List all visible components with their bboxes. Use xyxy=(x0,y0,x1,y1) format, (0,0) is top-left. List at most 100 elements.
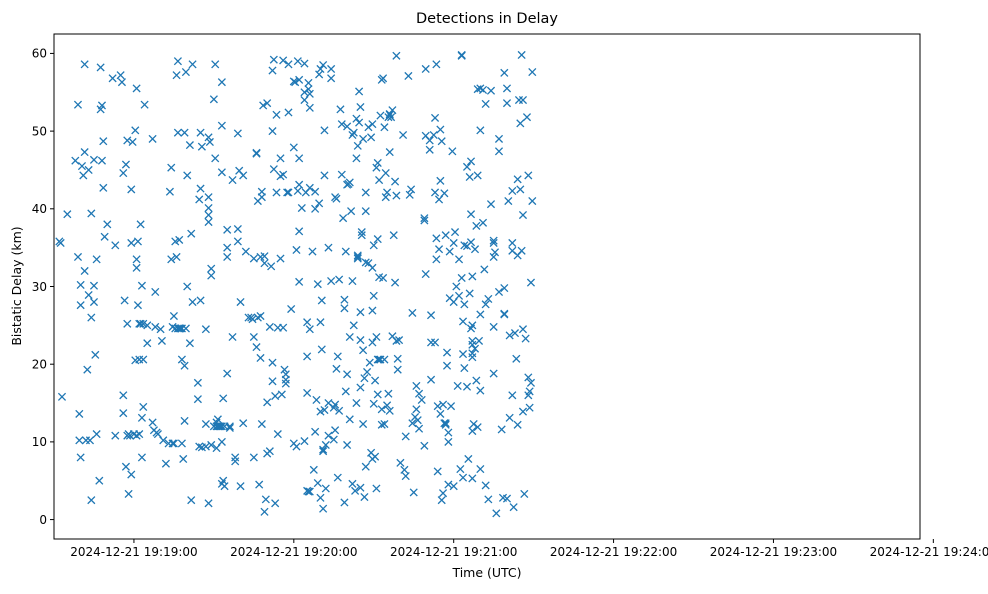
data-point xyxy=(185,339,194,348)
data-point xyxy=(279,56,288,65)
data-point xyxy=(267,262,276,271)
data-point xyxy=(522,113,532,122)
y-tick-label: 60 xyxy=(32,47,47,61)
data-point xyxy=(283,188,292,197)
data-point xyxy=(196,296,205,305)
data-point xyxy=(236,297,245,307)
data-point xyxy=(136,220,145,229)
data-point xyxy=(187,496,196,505)
data-point xyxy=(327,64,336,74)
data-point xyxy=(473,171,482,180)
data-point xyxy=(481,99,490,108)
data-point xyxy=(132,255,141,264)
data-point xyxy=(340,295,349,304)
data-point xyxy=(392,336,401,345)
data-point xyxy=(249,254,258,263)
data-point xyxy=(276,154,285,163)
data-point xyxy=(168,439,177,448)
data-point xyxy=(446,402,456,411)
data-point xyxy=(468,474,477,483)
data-point xyxy=(259,101,268,110)
data-point xyxy=(179,454,188,464)
data-point xyxy=(494,147,504,156)
data-point xyxy=(472,376,481,385)
data-point xyxy=(468,426,477,436)
data-point xyxy=(75,436,84,445)
data-point xyxy=(371,376,380,385)
data-point xyxy=(401,432,410,441)
data-point xyxy=(466,238,476,247)
data-point xyxy=(140,100,149,109)
data-point xyxy=(167,255,176,264)
data-point xyxy=(526,378,536,387)
data-point xyxy=(148,134,157,143)
data-point xyxy=(308,247,317,256)
data-point xyxy=(223,369,232,378)
data-point xyxy=(426,311,436,320)
data-point xyxy=(489,238,498,248)
data-point xyxy=(349,128,358,137)
data-point xyxy=(289,143,298,152)
data-point xyxy=(524,373,533,382)
data-point xyxy=(457,51,466,60)
data-point xyxy=(372,332,381,342)
data-point xyxy=(430,338,440,347)
data-point xyxy=(490,248,500,257)
data-point xyxy=(239,419,248,428)
data-point xyxy=(316,493,325,502)
data-point xyxy=(381,193,390,202)
data-point xyxy=(454,255,464,264)
y-tick-label: 30 xyxy=(32,280,47,294)
data-point xyxy=(337,120,346,129)
data-point xyxy=(217,78,226,87)
data-point xyxy=(474,336,484,345)
data-point xyxy=(413,416,422,425)
data-point xyxy=(473,423,482,432)
data-point xyxy=(383,188,392,197)
data-point xyxy=(414,389,424,398)
data-point xyxy=(343,370,352,379)
data-point xyxy=(277,390,286,399)
data-point xyxy=(121,462,131,471)
data-point xyxy=(516,185,525,194)
data-point xyxy=(80,148,89,157)
data-point xyxy=(313,280,322,289)
data-point xyxy=(470,245,480,254)
data-point xyxy=(77,162,87,171)
data-point xyxy=(319,504,328,513)
data-point xyxy=(444,437,453,446)
data-point xyxy=(368,120,377,129)
data-point xyxy=(442,361,452,370)
data-point xyxy=(327,277,336,286)
data-point xyxy=(494,134,504,143)
data-point xyxy=(360,492,369,502)
x-tick-label: 2024-12-21 19:21:00 xyxy=(390,545,517,559)
data-point xyxy=(180,416,189,425)
data-point xyxy=(321,484,330,493)
data-point xyxy=(124,489,133,498)
data-point xyxy=(332,364,341,373)
data-point xyxy=(365,358,374,367)
data-point xyxy=(457,273,466,283)
data-point xyxy=(284,108,293,117)
data-point xyxy=(391,177,400,186)
data-point xyxy=(368,306,377,315)
data-point xyxy=(211,60,220,69)
data-point xyxy=(441,231,450,240)
data-point xyxy=(295,180,304,189)
data-point xyxy=(528,68,537,77)
data-point xyxy=(263,398,272,407)
data-point xyxy=(408,419,417,428)
data-point xyxy=(497,425,506,434)
data-point xyxy=(305,183,314,192)
data-point xyxy=(201,442,210,451)
y-tick-label: 0 xyxy=(39,513,47,527)
data-point xyxy=(348,277,357,286)
data-point xyxy=(175,324,184,333)
data-point xyxy=(353,251,362,260)
data-point xyxy=(445,247,454,256)
data-point xyxy=(476,126,485,135)
data-point xyxy=(207,271,216,280)
data-point xyxy=(284,188,293,197)
data-point xyxy=(293,57,302,66)
